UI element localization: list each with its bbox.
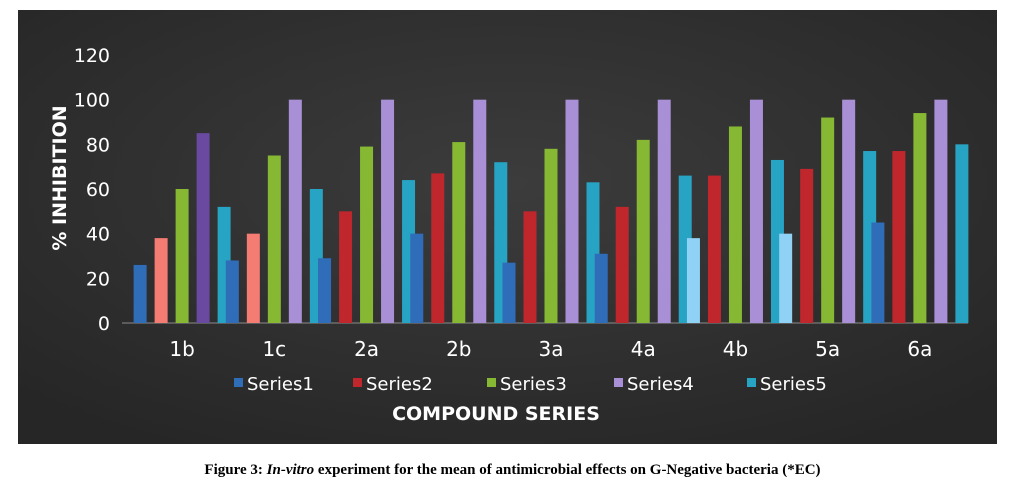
y-axis-label: % INHIBITION <box>49 105 71 250</box>
x-tick-label: 1c <box>262 337 286 361</box>
legend-swatch-series3 <box>487 378 496 387</box>
bar-series3-6a <box>913 113 927 323</box>
x-tick-label: 2b <box>446 337 471 361</box>
legend-swatch-series5 <box>747 378 756 387</box>
bar-series3-2a <box>360 146 374 323</box>
x-tick-label: 3a <box>539 337 564 361</box>
bar-series3-2b <box>452 142 466 323</box>
bar-series2-2a <box>339 211 353 323</box>
x-tick-label: 4a <box>631 337 656 361</box>
legend-label-series2: Series2 <box>366 374 433 395</box>
bar-series4-1c <box>288 99 302 324</box>
caption-prefix: Figure 3: <box>204 462 267 478</box>
legend-swatch-series4 <box>614 378 623 387</box>
bar-series4-4a <box>657 99 671 324</box>
y-tick-label: 100 <box>74 90 110 112</box>
bar-series5-6a <box>955 144 969 323</box>
x-tick-label: 2a <box>354 337 379 361</box>
bar-series3-1b <box>175 189 189 323</box>
legend-swatch-series2 <box>353 378 362 387</box>
bar-series3-4b <box>728 126 742 323</box>
bar-series1-1b <box>133 264 147 323</box>
legend-label-series1: Series1 <box>247 374 314 395</box>
bar-series4-1b <box>196 133 210 323</box>
legend-label-series3: Series3 <box>500 374 567 395</box>
figure-caption: Figure 3: In-vitro experiment for the me… <box>0 462 1025 479</box>
bar-series4-6a <box>934 99 948 324</box>
bar-series3-1c <box>267 155 281 323</box>
y-tick-label: 0 <box>98 313 110 335</box>
x-tick-label: 6a <box>907 337 932 361</box>
y-tick-label: 80 <box>86 134 110 156</box>
bar-chart: 0 20 40 60 80 100 120 1b 1c 2a 2b 3a 4a 4b 5a 6a % INH… <box>18 10 997 444</box>
x-axis-label: COMPOUND SERIES <box>392 403 600 425</box>
bar-series2-1b <box>154 238 168 323</box>
bar-series1-4b <box>686 238 700 323</box>
y-tick-label: 20 <box>86 268 110 290</box>
bar-series1-3a <box>502 262 516 323</box>
bar-series2-1c <box>246 233 260 323</box>
bar-series4-3a <box>565 99 579 324</box>
caption-italic: In-vitro <box>266 462 315 478</box>
bar-series2-3a <box>523 211 537 323</box>
x-tick-label: 1b <box>169 337 194 361</box>
bar-series4-4b <box>749 99 763 324</box>
x-tick-label: 5a <box>815 337 840 361</box>
bar-series1-6a <box>871 222 885 323</box>
bar-series2-5a <box>800 168 814 323</box>
x-tick-label: 4b <box>723 337 748 361</box>
bar-series4-2a <box>381 99 395 324</box>
bar-series4-5a <box>842 99 856 324</box>
bar-series3-4a <box>636 139 650 323</box>
bar-series3-5a <box>821 117 835 324</box>
bar-series1-4a <box>594 253 608 323</box>
y-tick-label: 60 <box>86 179 110 201</box>
bar-series2-6a <box>892 151 906 323</box>
bar-series1-5a <box>779 233 793 323</box>
legend-label-series5: Series5 <box>760 374 827 395</box>
y-tick-label: 40 <box>86 224 110 246</box>
legend: Series1 Series2 Series3 Series4 Series5 <box>234 374 827 395</box>
legend-swatch-series1 <box>234 378 243 387</box>
bar-series4-2b <box>473 99 487 324</box>
bar-series3-3a <box>544 148 558 323</box>
bar-series2-2b <box>431 173 445 323</box>
bar-series1-2b <box>410 233 424 323</box>
bar-series2-4a <box>615 206 629 323</box>
bar-series2-4b <box>707 175 721 323</box>
bar-series1-2a <box>318 258 332 323</box>
y-tick-label: 120 <box>74 45 110 67</box>
bar-series1-1c <box>225 260 239 323</box>
legend-label-series4: Series4 <box>627 374 694 395</box>
caption-rest: experiment for the mean of antimicrobial… <box>314 462 821 478</box>
